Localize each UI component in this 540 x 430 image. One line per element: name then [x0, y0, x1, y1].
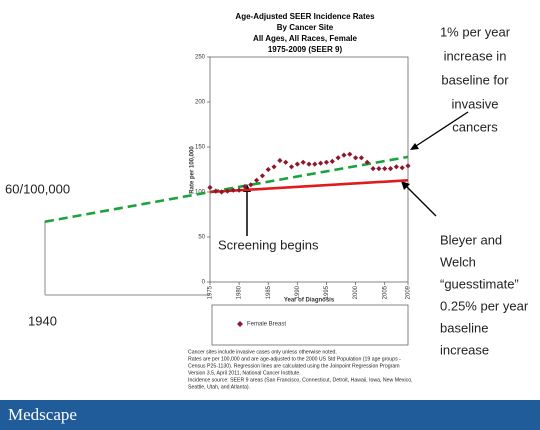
y-tick-label: 150: [195, 145, 206, 151]
x-tick-label: 1995: [324, 285, 330, 299]
data-point: [387, 166, 394, 172]
x-tick-label: 2009: [406, 285, 412, 299]
x-tick-label: 2000: [353, 285, 359, 299]
data-point: [271, 164, 277, 170]
data-point: [370, 166, 376, 172]
legend-label: Female Breast: [247, 322, 286, 328]
y-axis-label: Rate per 100,000: [190, 146, 196, 194]
annotation: “guesstimate”: [440, 276, 519, 291]
data-point: [224, 188, 231, 194]
trend-line: [209, 179, 409, 194]
data-point: [352, 155, 359, 161]
data-point: [265, 166, 271, 173]
x-tick-label: 2005: [382, 285, 388, 299]
data-point: [393, 164, 399, 170]
footnote: Rates are per 100,000 and are age-adjust…: [188, 356, 401, 362]
x-axis-label: Year of Diagnosis: [284, 298, 335, 304]
arrow-head: [410, 143, 419, 150]
data-point: [382, 166, 388, 172]
annotation: increase: [440, 342, 489, 357]
data-point: [399, 165, 405, 171]
data-point: [294, 161, 300, 167]
data-point: [300, 159, 306, 165]
footnote: Cancer sites include invasive cases only…: [188, 349, 337, 355]
x-tick-label: 1975: [208, 285, 214, 299]
chart-title: 1975-2009 (SEER 9): [268, 45, 343, 54]
data-point: [248, 182, 254, 188]
data-point: [329, 158, 335, 165]
arrow-head: [401, 181, 410, 190]
annotation: 0.25% per year: [440, 298, 529, 313]
annotation: baseline for: [441, 72, 509, 87]
annotation: baseline: [440, 320, 488, 335]
data-point: [288, 164, 295, 170]
footnote: Seattle, Utah, and Atlanta).: [188, 384, 250, 390]
data-point: [259, 173, 266, 179]
plot-frame: [209, 56, 409, 283]
data-point: [283, 159, 289, 165]
data-point: [376, 166, 382, 172]
data-point: [242, 184, 248, 190]
data-point: [213, 188, 219, 194]
y-tick-label: 0: [202, 280, 206, 286]
arrow: [405, 185, 437, 217]
x-tick-label: 1980: [237, 285, 243, 299]
data-point: [347, 151, 353, 157]
data-point: [277, 157, 283, 164]
footer-bar: [0, 400, 540, 430]
data-point: [318, 160, 324, 166]
trend-line: [44, 155, 409, 223]
y-tick-label: 250: [195, 55, 206, 61]
data-point: [207, 184, 213, 191]
footnote: Version 3.5, April 2011, National Cancer…: [188, 370, 301, 376]
annotation: 60/100,000: [5, 181, 70, 196]
data-point: [312, 161, 318, 167]
annotation: Bleyer and: [440, 232, 502, 247]
data-point: [335, 155, 341, 161]
chart-title: Age-Adjusted SEER Incidence Rates: [235, 12, 375, 21]
footnote: Census P25-1130). Regression lines are c…: [188, 363, 400, 369]
data-point: [323, 159, 330, 165]
data-point: [358, 155, 365, 161]
data-point: [236, 187, 242, 193]
annotation: 1% per year: [440, 24, 511, 39]
legend-marker: [237, 321, 243, 327]
data-point: [219, 189, 225, 195]
data-point: [364, 159, 370, 165]
brand: Medscape: [8, 405, 77, 424]
legend-box: [211, 304, 409, 346]
data-point: [230, 187, 236, 193]
annotation: Welch: [440, 254, 476, 269]
annotation: Screening begins: [218, 237, 319, 252]
data-point: [405, 163, 411, 169]
data-point: [253, 177, 260, 183]
data-point: [306, 161, 312, 167]
chart-title: All Ages, All Races, Female: [253, 34, 357, 43]
annotation: 1940: [28, 313, 57, 328]
annotation: invasive: [452, 96, 499, 111]
x-tick-label: 1985: [266, 285, 272, 299]
y-tick-label: 200: [195, 100, 206, 106]
arrow: [415, 111, 469, 147]
annotation: cancers: [452, 119, 498, 134]
y-tick-label: 50: [198, 235, 205, 241]
footnote: Incidence source: SEER 9 areas (San Fran…: [188, 377, 413, 383]
annotation: increase in: [444, 48, 507, 63]
x-tick-label: 1990: [295, 285, 301, 299]
data-point: [341, 152, 347, 158]
chart-title: By Cancer Site: [277, 23, 334, 32]
